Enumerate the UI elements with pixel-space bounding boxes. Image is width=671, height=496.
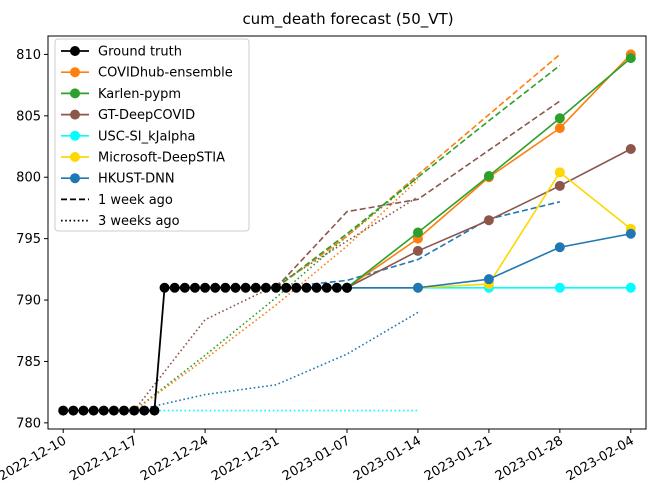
ground-truth-point: [220, 282, 231, 293]
legend-label: Ground truth: [98, 45, 182, 60]
current-forecasts: [341, 49, 636, 293]
legend-box: [54, 38, 250, 232]
ground-truth-point: [271, 282, 282, 293]
x-tick-label: 2023-01-07: [280, 433, 353, 484]
one-week-ago-line-gt-deepcovid: [275, 100, 561, 289]
x-tick-label: 2023-01-21: [422, 433, 495, 484]
three-weeks-ago-line-karlen-pypm: [133, 176, 419, 412]
ground-truth-point: [250, 282, 261, 293]
forecast-point-covidhub-ensemble: [554, 123, 565, 134]
ground-truth-point: [169, 282, 180, 293]
y-tick-label: 810: [16, 48, 41, 63]
ground-truth-point: [311, 282, 322, 293]
ground-truth-point: [159, 282, 170, 293]
ground-truth-point: [189, 282, 200, 293]
ground-truth-point: [341, 282, 352, 293]
ground-truth-point: [88, 405, 99, 416]
plot-frame: [47, 35, 647, 430]
legend-marker: [70, 151, 81, 162]
legend-marker: [70, 88, 81, 99]
legend-marker: [70, 46, 81, 57]
legend-label: COVIDhub-ensemble: [98, 66, 233, 81]
forecast-point-hkust-dnn: [412, 282, 423, 293]
ground-truth-point: [139, 405, 150, 416]
forecast-point-gt-deepcovid: [483, 215, 494, 226]
ground-truth-point: [240, 282, 251, 293]
ground-truth-point: [331, 282, 342, 293]
ground-truth-point: [108, 405, 119, 416]
forecast-point-hkust-dnn: [625, 228, 636, 239]
legend-marker: [70, 109, 81, 120]
legend-label: USC-SI_kJalpha: [98, 129, 196, 144]
ground-truth-point: [260, 282, 271, 293]
forecast-point-karlen-pypm: [412, 227, 423, 238]
y-axis: 780 785 790 795 800 805 810: [16, 48, 48, 431]
legend-marker: [70, 173, 81, 184]
forecast-point-karlen-pypm: [625, 53, 636, 64]
ground-truth-point: [291, 282, 302, 293]
x-tick-label: 2022-12-10: [0, 433, 69, 484]
three-weeks-ago-line-hkust-dnn: [133, 311, 419, 412]
ground-truth-point: [98, 405, 109, 416]
forecast-point-hkust-dnn: [554, 242, 565, 253]
y-tick-label: 790: [16, 294, 41, 309]
x-tick-label: 2023-01-28: [493, 433, 566, 484]
legend-label: GT-DeepCOVID: [98, 108, 195, 123]
ground-truth-point: [68, 405, 79, 416]
ground-truth-point: [281, 282, 292, 293]
y-tick-label: 805: [16, 109, 41, 124]
ground-truth-point: [129, 405, 140, 416]
forecast-point-karlen-pypm: [554, 113, 565, 124]
ground-truth-point: [58, 405, 69, 416]
legend-marker: [70, 130, 81, 141]
forecast-point-microsoft-deepstia: [554, 167, 565, 178]
ground-truth-point: [149, 405, 160, 416]
forecast-point-gt-deepcovid: [554, 180, 565, 191]
ground-truth-line: [63, 286, 347, 412]
forecast-point-gt-deepcovid: [625, 143, 636, 154]
ground-truth-point: [200, 282, 211, 293]
one-week-ago-forecasts: [275, 53, 561, 289]
legend-label: HKUST-DNN: [98, 172, 175, 187]
ground-truth-point: [301, 282, 312, 293]
forecast-point-karlen-pypm: [483, 171, 494, 182]
ground-truth-point: [230, 282, 241, 293]
legend-label: Karlen-pypm: [98, 87, 181, 102]
forecast-line-microsoft-deepstia: [347, 171, 632, 289]
legend-label: 1 week ago: [98, 193, 173, 208]
y-tick-label: 785: [16, 355, 41, 370]
x-axis: 2022-12-102022-12-172022-12-242022-12-31…: [0, 429, 637, 484]
ground-truth-point: [210, 282, 221, 293]
ground-truth-point: [78, 405, 89, 416]
one-week-ago-line-hkust-dnn: [275, 201, 561, 289]
legend-label: Microsoft-DeepSTIA: [98, 151, 225, 166]
forecast-point-gt-deepcovid: [412, 245, 423, 256]
legend-marker: [70, 67, 81, 78]
ground-truth-point: [119, 405, 130, 416]
legend-label: 3 weeks ago: [98, 214, 180, 229]
x-tick-label: 2022-12-24: [138, 433, 211, 484]
y-tick-label: 795: [16, 232, 41, 247]
x-tick-label: 2023-02-04: [564, 433, 637, 484]
forecast-point-hkust-dnn: [483, 274, 494, 285]
y-tick-label: 800: [16, 171, 41, 186]
three-weeks-ago-line-covidhub-ensemble: [133, 179, 419, 412]
ground-truth-point: [321, 282, 332, 293]
forecast-point-usc-si-kjalpha: [554, 282, 565, 293]
ground-truth-series: [58, 282, 352, 416]
chart-title: cum_death forecast (50_VT): [242, 10, 453, 29]
ground-truth-point: [179, 282, 190, 293]
x-tick-label: 2023-01-14: [351, 433, 424, 484]
one-week-ago-line-covidhub-ensemble: [275, 53, 561, 289]
y-tick-label: 780: [16, 416, 41, 431]
one-week-ago-line-karlen-pypm: [275, 64, 561, 289]
forecast-point-usc-si-kjalpha: [625, 282, 636, 293]
x-tick-label: 2022-12-31: [209, 433, 282, 484]
legend: Ground truth COVIDhub-ensemble Karlen-pypm…: [54, 38, 250, 232]
x-tick-label: 2022-12-17: [67, 433, 140, 484]
